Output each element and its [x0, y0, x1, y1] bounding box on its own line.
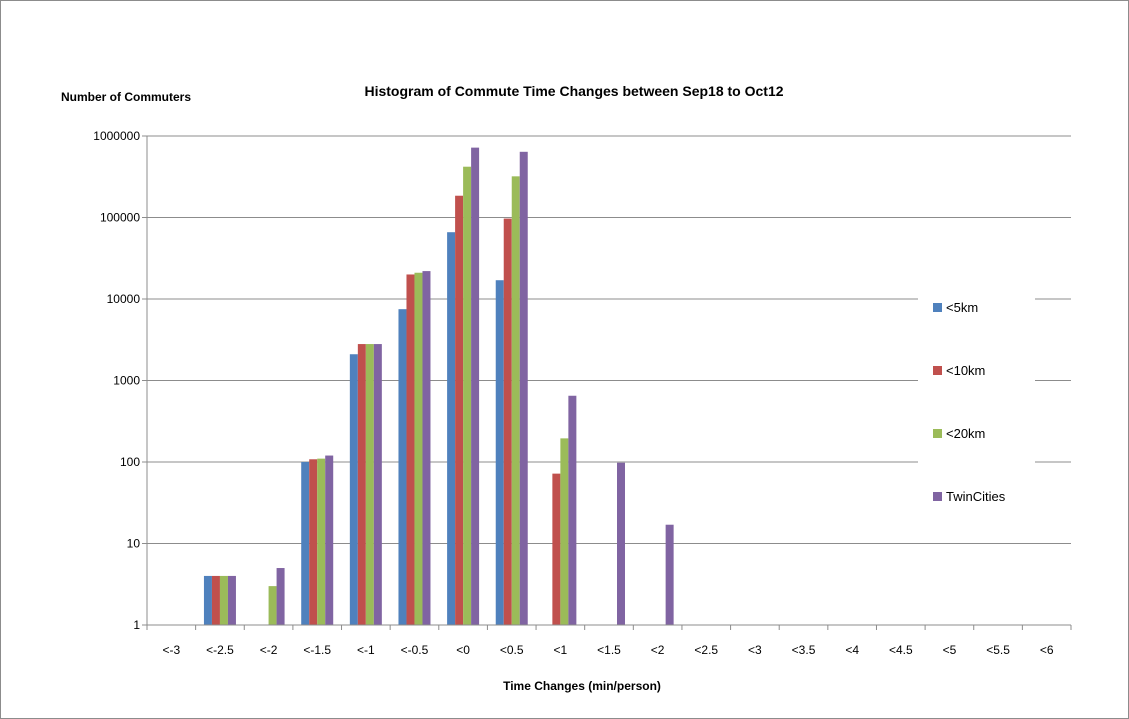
bar [519, 151, 528, 625]
legend-swatch [933, 366, 942, 375]
x-tick-label: <-1 [357, 643, 375, 657]
x-tick-label: <3.5 [792, 643, 816, 657]
x-axis-label: Time Changes (min/person) [503, 679, 661, 693]
bar [317, 458, 326, 625]
x-tick-label: <5 [943, 643, 957, 657]
bar [301, 462, 310, 625]
x-tick-label: <-2.5 [206, 643, 234, 657]
y-tick-label: 1000 [113, 374, 140, 388]
x-tick-label: <3 [748, 643, 762, 657]
bar [414, 272, 423, 625]
bar [203, 575, 212, 625]
bar [268, 586, 277, 625]
bar [455, 195, 464, 625]
y-tick-label: 10 [127, 537, 141, 551]
bars [203, 147, 674, 626]
y-tick-labels: 1 10 100 1000 10000 100000 1000000 [93, 129, 140, 632]
y-tick-label: 1000000 [93, 129, 140, 143]
y-tick-label: 10000 [107, 292, 141, 306]
bar [617, 462, 625, 625]
bar [398, 309, 407, 625]
bar [665, 524, 674, 625]
gridlines [147, 135, 1071, 544]
bar [219, 575, 228, 625]
y-tick-label: 100 [120, 455, 140, 469]
x-tick-label: <5.5 [986, 643, 1010, 657]
bar [422, 271, 431, 625]
bar [325, 455, 334, 625]
bar [560, 438, 569, 625]
bar [495, 280, 504, 625]
legend: <5km <10km <20km TwinCities [918, 282, 1035, 514]
legend-box [918, 282, 1035, 514]
chart-title: Histogram of Commute Time Changes betwee… [364, 83, 783, 99]
bar [276, 568, 285, 625]
x-tick-label: <1.5 [597, 643, 621, 657]
bar [227, 575, 236, 625]
bar [503, 218, 512, 625]
bar [211, 575, 220, 625]
bar [471, 147, 480, 626]
legend-entry: <5km [946, 300, 978, 315]
bar [447, 232, 456, 626]
legend-swatch [933, 429, 942, 438]
x-tick-label: <-1.5 [303, 643, 331, 657]
bar [357, 344, 366, 625]
legend-entry: <10km [946, 363, 985, 378]
x-tick-label: <4 [845, 643, 859, 657]
legend-entry: <20km [946, 426, 985, 441]
x-tick-label: <0 [456, 643, 470, 657]
x-tick-label: <6 [1040, 643, 1054, 657]
bar [406, 274, 415, 625]
x-tick-label: <0.5 [500, 643, 524, 657]
axes [142, 135, 1072, 630]
x-tick-label: <2 [651, 643, 665, 657]
bar [309, 459, 318, 625]
x-tick-label: <1 [554, 643, 568, 657]
legend-swatch [933, 492, 942, 501]
bar [552, 473, 561, 625]
x-tick-label: <-3 [162, 643, 180, 657]
x-tick-label: <4.5 [889, 643, 913, 657]
legend-swatch [933, 303, 942, 312]
bar [463, 166, 472, 625]
y-tick-label: 100000 [100, 211, 140, 225]
bar [365, 344, 374, 625]
y-axis-label: Number of Commuters [61, 90, 191, 104]
bar [349, 354, 358, 625]
bar [511, 176, 520, 626]
x-tick-label: <2.5 [694, 643, 718, 657]
bar [568, 395, 577, 625]
legend-entry: TwinCities [946, 489, 1006, 504]
bar [373, 344, 382, 625]
y-tick-label: 1 [133, 618, 140, 632]
x-tick-label: <-2 [260, 643, 278, 657]
x-tick-labels: <-3 <-2.5 <-2 <-1.5 <-1 <-0.5 <0 <0.5 <1 <1.5 <2 <2… [162, 643, 1053, 657]
x-tick-label: <-0.5 [401, 643, 429, 657]
